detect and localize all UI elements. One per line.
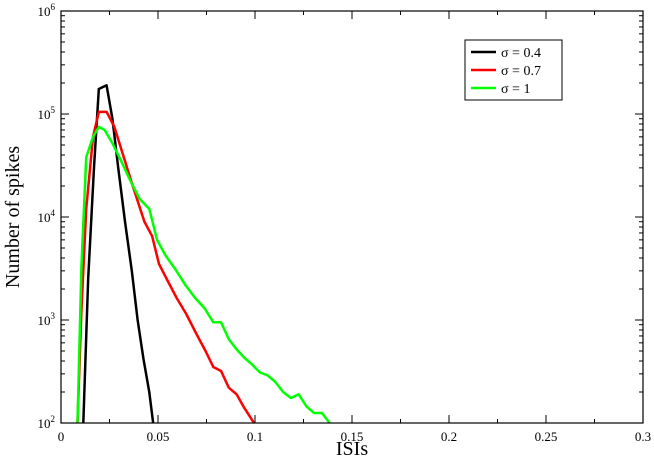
legend-label: σ = 0.4 — [501, 46, 541, 61]
legend-label: σ = 0.7 — [501, 64, 541, 79]
x-axis-title: ISIs — [336, 438, 368, 460]
y-tick-label: 105 — [38, 105, 56, 122]
x-tick-label: 0.1 — [247, 429, 263, 444]
y-tick-label: 104 — [38, 208, 56, 225]
tick-layer: 0 0.05 0.1 0.15 0.2 0.25 0.3 102 103 104 105 106 — [38, 2, 652, 444]
x-tick-label: 0.15 — [341, 429, 364, 444]
legend: σ = 0.4 σ = 0.7 σ = 1 — [464, 39, 563, 101]
y-axis-title: Number of spikes — [2, 146, 24, 288]
x-tick-label: 0 — [58, 429, 65, 444]
series-layer — [76, 84, 331, 423]
x-tick-label: 0.2 — [441, 429, 457, 444]
y-tick-label: 103 — [38, 311, 56, 328]
x-tick-label: 0.3 — [635, 429, 651, 444]
legend-label: σ = 1 — [501, 82, 530, 97]
series-line-1 — [82, 84, 155, 423]
series-line-3 — [76, 125, 331, 423]
y-tick-label: 106 — [38, 2, 56, 19]
series-line-2 — [76, 110, 256, 423]
x-tick-label: 0.25 — [535, 429, 558, 444]
y-tick-label: 102 — [38, 414, 56, 431]
x-tick-label: 0.05 — [147, 429, 170, 444]
